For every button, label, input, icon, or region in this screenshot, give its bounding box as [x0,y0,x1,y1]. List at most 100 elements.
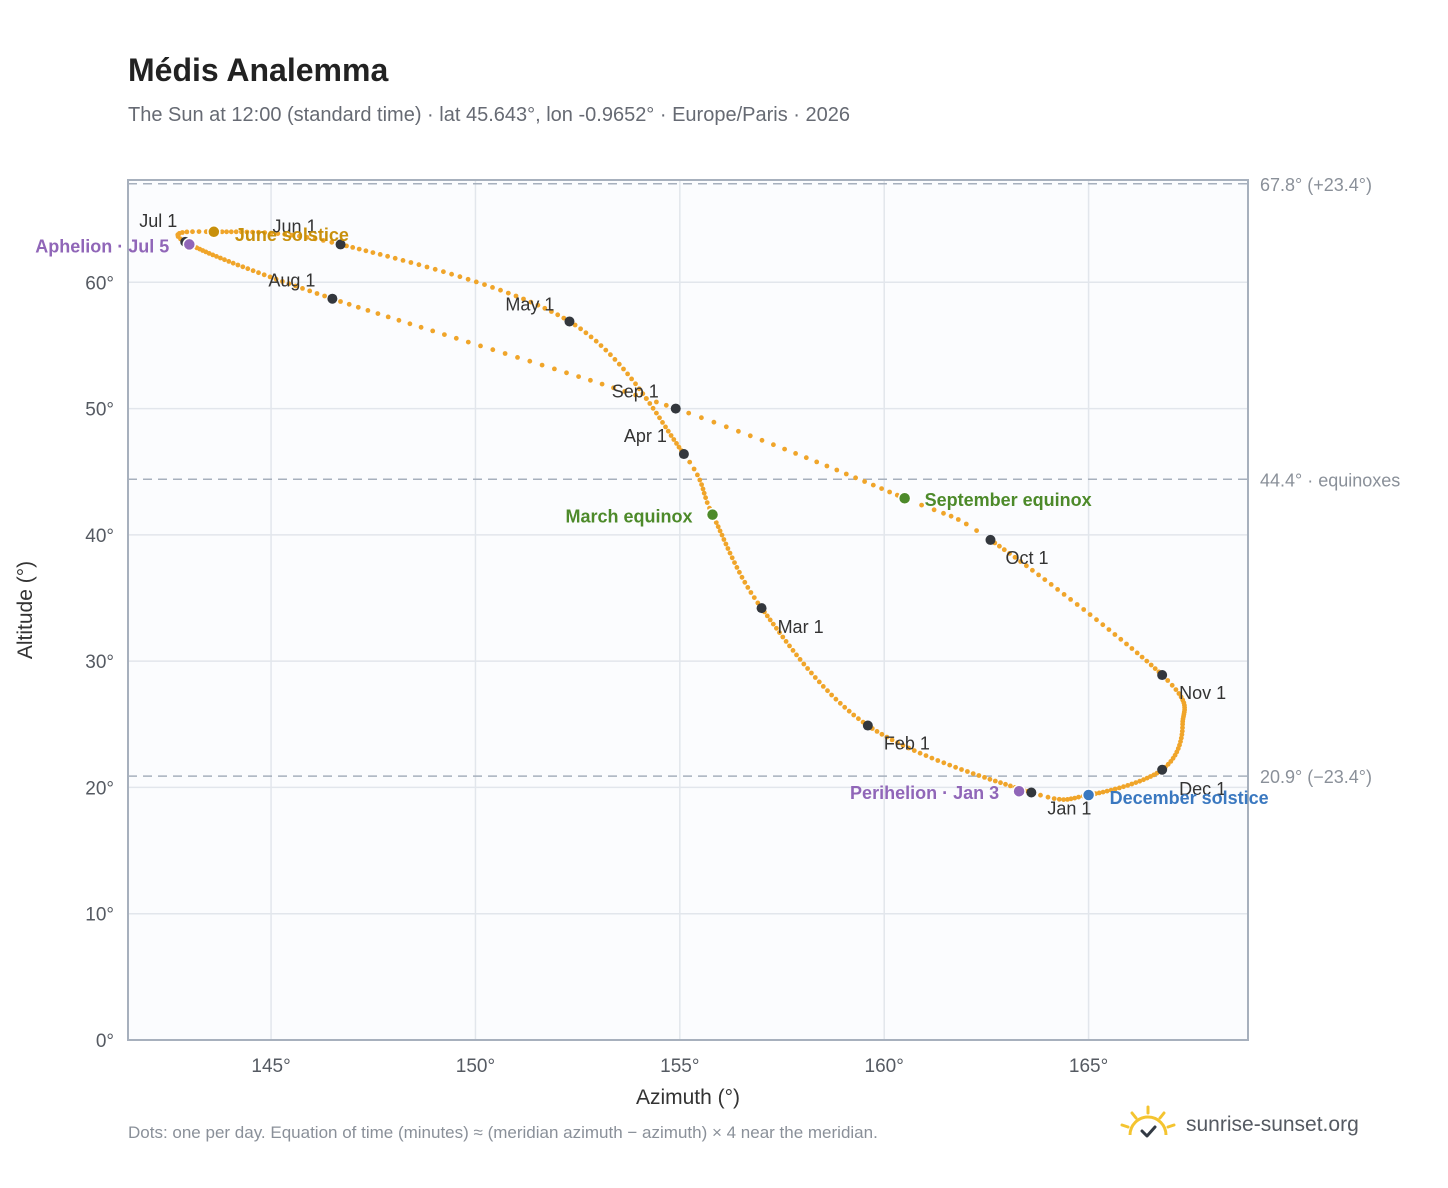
month-marker [985,534,996,545]
daily-dot [671,437,677,442]
y-axis-ticks: 0° 10° 20° 30° 40° 50° 60° [85,273,114,1052]
daily-dot [1001,547,1007,553]
daily-dot [385,314,391,320]
daily-dot [1173,687,1179,692]
daily-dot [820,684,826,689]
daily-dot [1106,627,1112,632]
daily-dot [599,381,605,387]
daily-dot [218,255,223,261]
brand[interactable]: sunrise-sunset.org [1120,1100,1359,1150]
month-label: Sep 1 [612,382,659,402]
daily-dot [660,420,665,425]
daily-dot [1030,567,1035,573]
daily-dot [790,648,796,653]
daily-dot [1176,691,1182,696]
brand-name[interactable]: sunrise-sunset.org [1186,1113,1359,1136]
daily-dot [549,309,554,314]
daily-dot [1087,612,1093,617]
daily-dot [1072,795,1078,801]
month-label: Jun 1 [273,216,317,236]
month-markers: Jan 1 Feb 1 Mar 1 Apr 1 May 1 Jun 1 Jul 1 Aug 1… [139,211,1226,819]
x-tick-label: 150° [456,1056,495,1077]
y-tick-label: 0° [96,1031,114,1052]
daily-dot [1003,781,1008,787]
daily-dot [780,634,786,640]
daily-dot [851,712,857,718]
daily-dot [1137,778,1143,784]
sun-logo-icon [1120,1105,1176,1138]
daily-dot [490,347,496,353]
x-tick-label: 155° [660,1056,699,1077]
daily-dot [240,264,246,270]
daily-dot [970,771,976,776]
daily-dot [408,260,414,265]
daily-dot [809,670,814,676]
x-tick-label: 145° [251,1056,290,1077]
event-label-june_solstice: June solstice [235,225,349,245]
daily-dot [711,419,717,425]
daily-dot [874,729,880,734]
daily-dot [1061,592,1067,597]
x-tick-label: 160° [865,1056,904,1077]
daily-dot [235,262,241,268]
daily-dot [392,255,398,261]
daily-dot [856,716,861,722]
daily-dot [1180,725,1185,731]
daily-dot [1012,554,1018,560]
y-tick-label: 40° [85,526,114,547]
daily-dot [721,537,727,542]
daily-dot [725,546,731,551]
daily-dot [654,410,659,416]
x-axis-ticks: 145° 150° 155° 160° 165° [251,1056,1108,1077]
daily-dot [643,396,649,401]
daily-dot [593,338,599,344]
daily-dot [812,675,818,680]
daily-dot [1124,641,1129,647]
daily-dot [1008,783,1013,789]
daily-dot [206,251,212,256]
daily-dot [703,495,708,501]
daily-dot [783,639,789,644]
month-label: Jan 1 [1047,798,1091,818]
daily-dot [1048,582,1054,587]
event-markers: December solstice June solstice March equi… [35,225,1268,808]
month-marker [335,239,346,250]
daily-dot [715,524,721,530]
daily-dot [465,339,471,345]
daily-dot [453,335,459,341]
daily-dot [759,437,765,443]
daily-dot [598,343,604,348]
month-marker [564,316,575,327]
chart-subtitle: The Sun at 12:00 (standard time) · lat 4… [128,104,850,126]
x-axis-label: Azimuth (°) [636,1086,740,1109]
daily-dot [286,281,292,287]
daily-dot [457,274,463,280]
daily-dot [837,700,843,706]
daily-dot [846,708,852,714]
daily-dot [184,229,190,235]
daily-dot [314,291,320,296]
daily-dot [843,471,849,477]
daily-dot [919,502,924,508]
daily-dot [895,740,900,746]
daily-dot [887,489,892,495]
y-tick-label: 60° [85,273,114,294]
daily-dot [1096,790,1102,796]
daily-dot [282,231,288,237]
daily-dot [502,351,508,356]
daily-dot [982,775,987,780]
daily-dot [947,762,953,768]
daily-dot [941,760,947,766]
month-label: Dec 1 [1179,779,1226,799]
y-tick-label: 50° [85,400,114,421]
y-tick-label: 30° [85,652,114,673]
daily-dot [1148,662,1154,668]
daily-dot [953,764,958,770]
daily-dot [793,451,798,456]
daily-dot [320,238,326,243]
daily-dot [911,748,917,753]
daily-dot [230,260,236,266]
reference-lines [128,183,1248,777]
daily-dot [300,286,305,291]
daily-dot [307,288,313,294]
